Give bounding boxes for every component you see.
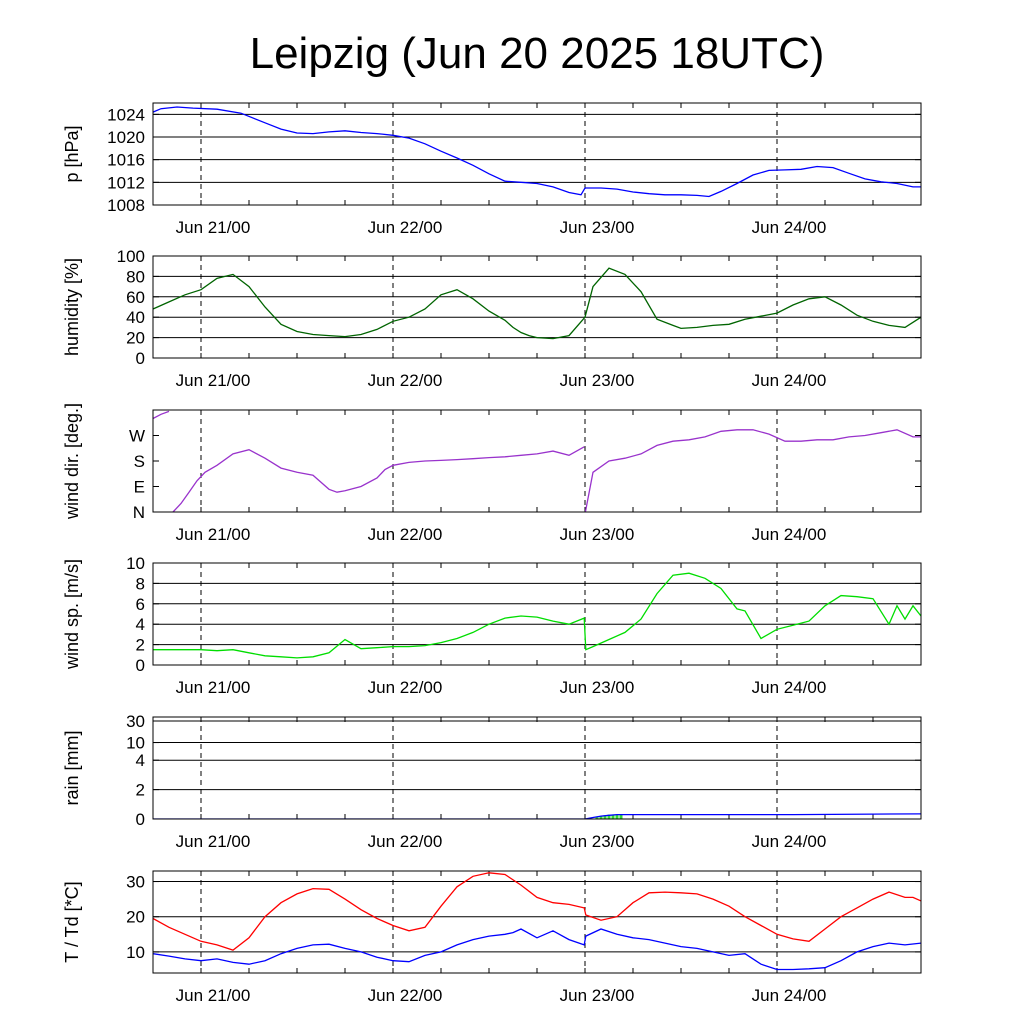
y-tick-label: E bbox=[134, 478, 145, 497]
plot-frame bbox=[152, 716, 922, 820]
y-tick-label: 20 bbox=[126, 329, 145, 348]
y-tick-label: 30 bbox=[126, 873, 145, 892]
x-tick-label: Jun 22/00 bbox=[368, 218, 443, 237]
series-line-0 bbox=[153, 106, 921, 198]
y-tick-label: 10 bbox=[126, 943, 145, 962]
rain-bar bbox=[619, 814, 623, 819]
series-line-0 bbox=[153, 872, 921, 951]
y-axis-label: rain [mm] bbox=[62, 730, 82, 805]
rain-bar bbox=[607, 814, 611, 819]
y-tick-label: 1012 bbox=[107, 173, 145, 192]
y-tick-label: 20 bbox=[126, 908, 145, 927]
y-tick-label: 10 bbox=[126, 734, 145, 753]
plot-frame bbox=[152, 870, 922, 974]
plot-frame bbox=[152, 102, 922, 206]
rain-bar bbox=[595, 817, 599, 819]
plot-frame bbox=[152, 255, 922, 359]
panel-3: 02 46 810 wind sp. [m/s] Jun 21/00 Jun 22/00 J… bbox=[62, 554, 922, 697]
y-tick-label: 0 bbox=[136, 810, 145, 829]
x-tick-label: Jun 23/00 bbox=[560, 832, 635, 851]
y-tick-label: 8 bbox=[136, 574, 145, 593]
x-tick-label: Jun 22/00 bbox=[368, 525, 443, 544]
x-tick-label: Jun 21/00 bbox=[176, 678, 251, 697]
y-tick-label: N bbox=[133, 503, 145, 522]
rain-bar bbox=[615, 814, 619, 819]
rain-bar bbox=[599, 816, 603, 819]
y-tick-label: 1020 bbox=[107, 128, 145, 147]
x-tick-label: Jun 21/00 bbox=[176, 371, 251, 390]
y-tick-label: 100 bbox=[117, 247, 145, 266]
y-axis-label: wind dir. [deg.] bbox=[62, 403, 82, 520]
x-tick-label: Jun 23/00 bbox=[560, 678, 635, 697]
x-tick-label: Jun 22/00 bbox=[368, 986, 443, 1005]
y-tick-label: 60 bbox=[126, 288, 145, 307]
y-axis-label: T / Td [*C] bbox=[62, 881, 82, 962]
y-tick-label: 0 bbox=[136, 349, 145, 368]
panel-4: 0 2 410 30 rain [mm] Jun 21/00 Jun 22/00 Jun 23… bbox=[62, 712, 922, 851]
rain-bar bbox=[611, 814, 615, 819]
y-tick-label: 1008 bbox=[107, 196, 145, 215]
series-line-0 bbox=[153, 267, 921, 340]
y-tick-label: 40 bbox=[126, 308, 145, 327]
panel-5: 10 20 30 T / Td [*C] Jun 21/00 Jun 22/00 Jun 2… bbox=[62, 870, 922, 1005]
chart-title: Leipzig (Jun 20 2025 18UTC) bbox=[250, 29, 825, 78]
x-tick-label: Jun 21/00 bbox=[176, 218, 251, 237]
series-line-0 bbox=[153, 572, 921, 659]
y-tick-label: 4 bbox=[136, 615, 145, 634]
x-tick-label: Jun 21/00 bbox=[176, 525, 251, 544]
x-tick-label: Jun 24/00 bbox=[752, 832, 827, 851]
series-line-1 bbox=[153, 928, 921, 971]
y-tick-label: 4 bbox=[136, 751, 145, 770]
x-tick-label: Jun 24/00 bbox=[752, 218, 827, 237]
y-tick-label: 30 bbox=[126, 712, 145, 731]
y-tick-label: 1016 bbox=[107, 151, 145, 170]
rain-bar bbox=[603, 815, 607, 819]
y-tick-label: 1024 bbox=[107, 105, 145, 124]
panel-0: 1008 1012 1016 1020 1024 p [hPa] Jun 21/00 Jun … bbox=[62, 102, 922, 237]
x-tick-label: Jun 23/00 bbox=[560, 525, 635, 544]
x-tick-label: Jun 22/00 bbox=[368, 371, 443, 390]
y-axis-label: p [hPa] bbox=[62, 125, 82, 182]
x-tick-label: Jun 23/00 bbox=[560, 371, 635, 390]
x-tick-label: Jun 21/00 bbox=[176, 986, 251, 1005]
y-tick-label: 2 bbox=[136, 781, 145, 800]
series-line-1 bbox=[172, 446, 585, 512]
y-tick-label: 10 bbox=[126, 554, 145, 573]
y-axis-label: wind sp. [m/s] bbox=[62, 559, 82, 670]
plot-frame bbox=[152, 562, 922, 666]
x-tick-label: Jun 24/00 bbox=[752, 371, 827, 390]
y-tick-label: 0 bbox=[136, 656, 145, 675]
y-axis-label: humidity [%] bbox=[62, 258, 82, 356]
plot-frame bbox=[152, 409, 922, 513]
x-tick-label: Jun 21/00 bbox=[176, 832, 251, 851]
x-tick-label: Jun 24/00 bbox=[752, 986, 827, 1005]
y-tick-label: W bbox=[129, 427, 145, 446]
series-line-0 bbox=[153, 410, 170, 420]
x-tick-label: Jun 23/00 bbox=[560, 218, 635, 237]
y-tick-label: S bbox=[134, 452, 145, 471]
y-tick-label: 6 bbox=[136, 595, 145, 614]
x-tick-label: Jun 22/00 bbox=[368, 678, 443, 697]
x-tick-label: Jun 22/00 bbox=[368, 832, 443, 851]
y-tick-label: 80 bbox=[126, 267, 145, 286]
x-tick-label: Jun 24/00 bbox=[752, 678, 827, 697]
series-line-0 bbox=[153, 813, 921, 819]
x-tick-label: Jun 23/00 bbox=[560, 986, 635, 1005]
series-line-2 bbox=[584, 429, 921, 512]
x-tick-label: Jun 24/00 bbox=[752, 525, 827, 544]
y-tick-label: 2 bbox=[136, 636, 145, 655]
